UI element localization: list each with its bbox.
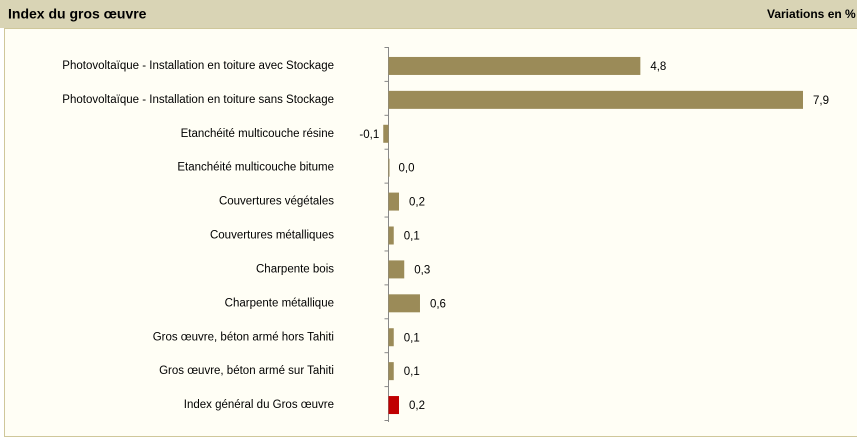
value-label: 0,1 bbox=[404, 231, 420, 243]
value-label: 0,1 bbox=[404, 366, 420, 378]
bar bbox=[389, 328, 394, 346]
value-label: 0,3 bbox=[414, 264, 430, 276]
value-label: -0,1 bbox=[359, 129, 379, 141]
chart-subtitle: Variations en % bbox=[767, 7, 856, 21]
value-label: 7,9 bbox=[813, 95, 829, 107]
category-label: Charpente métallique bbox=[225, 297, 334, 309]
bar bbox=[389, 396, 399, 414]
category-label: Gros œuvre, béton armé sur Tahiti bbox=[159, 365, 334, 377]
category-label: Photovoltaïque - Installation en toiture… bbox=[62, 60, 334, 72]
bar bbox=[389, 159, 390, 177]
category-label: Etanchéité multicouche résine bbox=[181, 128, 334, 140]
category-label: Photovoltaïque - Installation en toiture… bbox=[62, 94, 334, 106]
value-label: 0,2 bbox=[409, 197, 425, 209]
value-label: 4,8 bbox=[650, 61, 666, 73]
value-label: 0,2 bbox=[409, 400, 425, 412]
bar bbox=[383, 125, 388, 143]
category-label: Charpente bois bbox=[256, 263, 334, 275]
value-label: 0,0 bbox=[399, 163, 415, 175]
bar bbox=[389, 57, 641, 75]
value-label: 0,1 bbox=[404, 332, 420, 344]
bar bbox=[389, 260, 405, 278]
value-label: 0,6 bbox=[430, 298, 446, 310]
category-label: Couvertures végétales bbox=[219, 196, 334, 208]
bar bbox=[389, 362, 394, 380]
bar bbox=[389, 91, 804, 109]
chart-frame bbox=[5, 29, 857, 437]
category-label: Index général du Gros œuvre bbox=[184, 399, 334, 411]
category-label: Couvertures métalliques bbox=[210, 230, 334, 242]
bar bbox=[389, 227, 394, 245]
bar bbox=[389, 294, 420, 312]
bar bbox=[389, 193, 399, 211]
category-label: Gros œuvre, béton armé hors Tahiti bbox=[153, 331, 334, 343]
category-label: Etanchéité multicouche bitume bbox=[177, 162, 334, 174]
chart-title: Index du gros œuvre bbox=[8, 6, 147, 22]
